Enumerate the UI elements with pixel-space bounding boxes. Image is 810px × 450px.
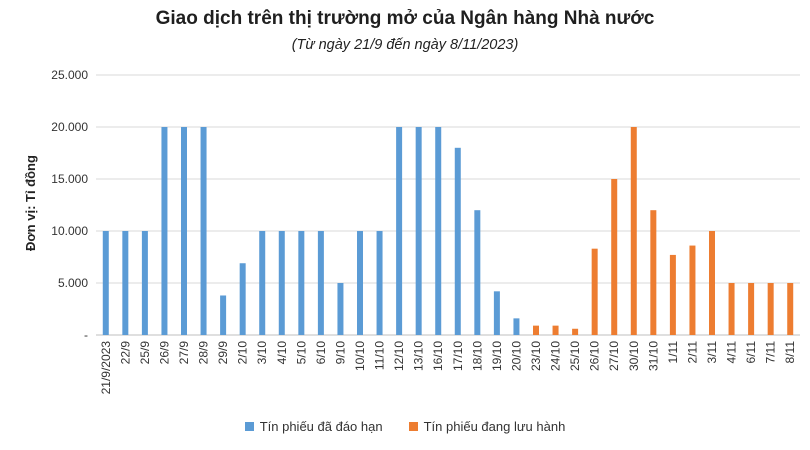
bars (102, 127, 794, 335)
legend-swatch-outstanding (408, 422, 418, 431)
y-axis-ticks: - 5.000 10.000 15.000 20.000 25.000 (51, 68, 88, 342)
bar-outstanding (533, 325, 539, 335)
bar-matured (220, 295, 227, 335)
bar-outstanding (650, 210, 657, 335)
x-tick-label: 22/9 (118, 341, 132, 365)
legend-label-outstanding: Tín phiếu đang lưu hành (423, 419, 566, 434)
x-tick-label: 16/10 (431, 341, 445, 371)
x-tick-label: 2/11 (685, 341, 699, 364)
legend-item-outstanding: Tín phiếu đang lưu hành (408, 419, 566, 434)
x-tick-label: 23/10 (529, 341, 543, 371)
bar-outstanding (689, 245, 696, 335)
x-tick-label: 26/10 (588, 341, 602, 371)
bar-outstanding (552, 325, 559, 335)
x-tick-label: 25/9 (138, 341, 152, 365)
bar-matured (239, 263, 246, 335)
x-tick-label: 3/10 (255, 341, 269, 365)
x-tick-label: 1/11 (666, 341, 680, 364)
chart-title: Giao dịch trên thị trường mở của Ngân hà… (155, 8, 655, 29)
x-tick-label: 25/10 (568, 341, 582, 371)
x-tick-label: 3/11 (705, 341, 719, 364)
x-tick-label: 13/10 (412, 341, 426, 371)
bar-outstanding (748, 283, 755, 335)
legend-label-matured: Tín phiếu đã đáo hạn (259, 419, 383, 434)
x-tick-label: 7/11 (764, 341, 778, 364)
x-tick-label: 30/10 (627, 341, 641, 371)
x-tick-label: 29/9 (216, 341, 230, 365)
x-tick-label: 6/10 (314, 341, 328, 365)
bar-matured (141, 231, 148, 335)
x-tick-label: 9/10 (333, 341, 347, 365)
x-tick-label: 11/10 (373, 341, 387, 370)
bar-matured (454, 147, 461, 335)
x-tick-label: 28/9 (197, 341, 211, 365)
y-axis-label: Đơn vị: Tỉ đồng (23, 155, 38, 251)
bar-outstanding (787, 283, 794, 335)
y-tick-label: 5.000 (58, 276, 88, 290)
bar-matured (102, 231, 109, 335)
x-tick-label: 4/10 (275, 341, 289, 365)
x-tick-label: 31/10 (646, 341, 660, 371)
bar-matured (337, 283, 344, 335)
legend-swatch-matured (244, 422, 254, 431)
bar-outstanding (669, 254, 676, 335)
y-tick-label: - (84, 328, 88, 342)
bar-outstanding (591, 248, 598, 335)
x-tick-label: 5/10 (294, 341, 308, 365)
legend: Tín phiếu đã đáo hạn Tín phiếu đang lưu … (0, 419, 810, 434)
bar-outstanding (728, 283, 735, 335)
bar-matured (435, 127, 442, 335)
x-tick-label: 6/11 (744, 341, 758, 364)
bar-outstanding (767, 283, 774, 335)
x-tick-label: 4/11 (725, 341, 739, 364)
bar-matured (122, 231, 129, 335)
bar-matured (298, 231, 305, 335)
bar-matured (278, 231, 285, 335)
bar-matured (376, 231, 383, 335)
bar-outstanding (572, 328, 579, 335)
bar-matured (474, 210, 481, 335)
x-tick-label: 12/10 (392, 341, 406, 371)
bar-matured (357, 231, 363, 335)
bar-matured (181, 127, 187, 335)
legend-item-matured: Tín phiếu đã đáo hạn (244, 419, 383, 434)
x-tick-label: 18/10 (470, 341, 484, 371)
y-tick-label: 25.000 (51, 68, 88, 82)
chart-subtitle: (Từ ngày 21/9 đến ngày 8/11/2023) (291, 37, 519, 53)
x-tick-label: 26/9 (157, 341, 171, 365)
bar-outstanding (630, 127, 637, 335)
bar-matured (161, 127, 168, 335)
x-tick-label: 27/10 (607, 341, 621, 371)
bar-outstanding (709, 231, 715, 335)
x-tick-label: 24/10 (549, 341, 563, 371)
y-tick-label: 15.000 (51, 172, 88, 186)
bar-matured (513, 318, 520, 335)
bar-outstanding (611, 179, 618, 335)
x-tick-label: 10/10 (353, 341, 367, 371)
x-tick-label: 21/9/2023 (99, 341, 113, 395)
gridlines (96, 74, 800, 336)
x-tick-label: 17/10 (451, 341, 465, 371)
bar-matured (396, 127, 403, 335)
x-axis-ticks: 21/9/2023 22/9 25/9 26/9 27/9 28/9 29/9 2/10 3/1… (99, 341, 797, 395)
x-tick-label: 27/9 (177, 341, 191, 365)
x-tick-label: 20/10 (509, 341, 523, 371)
x-tick-label: 2/10 (236, 341, 250, 365)
y-tick-label: 20.000 (51, 120, 88, 134)
bar-matured (493, 291, 500, 335)
x-tick-label: 8/11 (783, 341, 797, 364)
bar-matured (317, 231, 324, 335)
bar-matured (200, 127, 207, 335)
x-tick-label: 19/10 (490, 341, 504, 371)
bar-matured (259, 231, 266, 335)
y-tick-label: 10.000 (51, 224, 88, 238)
bar-matured (415, 127, 422, 335)
